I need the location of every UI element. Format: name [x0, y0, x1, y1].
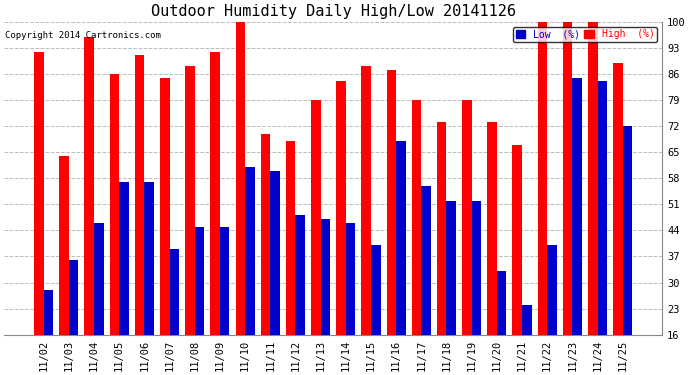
Bar — [59, 156, 69, 375]
Bar — [94, 223, 104, 375]
Bar — [396, 141, 406, 375]
Bar — [34, 51, 43, 375]
Bar — [235, 22, 245, 375]
Bar — [386, 70, 396, 375]
Bar — [573, 78, 582, 375]
Bar — [497, 272, 506, 375]
Bar — [311, 100, 321, 375]
Bar — [160, 78, 170, 375]
Bar — [371, 245, 380, 375]
Bar — [437, 122, 446, 375]
Bar — [487, 122, 497, 375]
Bar — [135, 55, 144, 375]
Bar — [623, 126, 632, 375]
Bar — [462, 100, 472, 375]
Bar — [346, 223, 355, 375]
Bar — [261, 134, 270, 375]
Bar — [110, 74, 119, 375]
Bar — [472, 201, 481, 375]
Bar — [362, 66, 371, 375]
Bar — [210, 51, 220, 375]
Bar — [270, 171, 280, 375]
Bar — [119, 182, 129, 375]
Bar — [563, 22, 573, 375]
Bar — [321, 219, 331, 375]
Bar — [598, 81, 607, 375]
Bar — [538, 22, 547, 375]
Bar — [43, 290, 53, 375]
Bar — [613, 63, 623, 375]
Bar — [295, 216, 305, 375]
Legend: Low  (%), High  (%): Low (%), High (%) — [513, 27, 658, 42]
Bar — [69, 260, 79, 375]
Bar — [446, 201, 456, 375]
Bar — [522, 305, 531, 375]
Bar — [170, 249, 179, 375]
Bar — [144, 182, 154, 375]
Bar — [245, 167, 255, 375]
Bar — [286, 141, 295, 375]
Bar — [513, 145, 522, 375]
Bar — [220, 226, 230, 375]
Bar — [412, 100, 422, 375]
Bar — [422, 186, 431, 375]
Bar — [336, 81, 346, 375]
Bar — [195, 226, 204, 375]
Bar — [185, 66, 195, 375]
Text: Copyright 2014 Cartronics.com: Copyright 2014 Cartronics.com — [5, 31, 161, 40]
Bar — [588, 22, 598, 375]
Title: Outdoor Humidity Daily High/Low 20141126: Outdoor Humidity Daily High/Low 20141126 — [150, 4, 515, 19]
Bar — [84, 37, 94, 375]
Bar — [547, 245, 557, 375]
